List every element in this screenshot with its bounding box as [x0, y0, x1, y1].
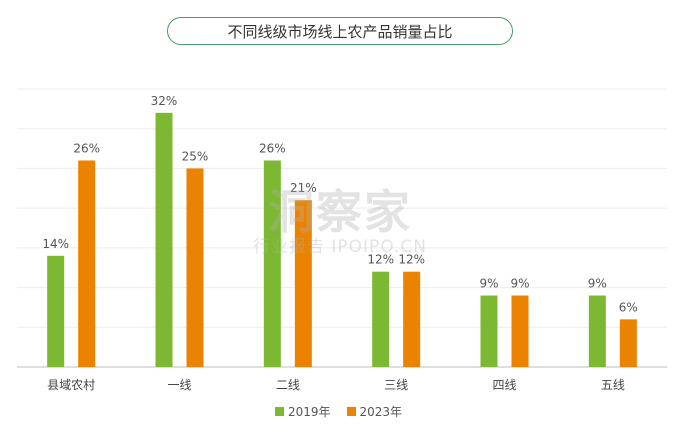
bar-2019 — [372, 271, 390, 367]
data-label: 12% — [367, 253, 394, 267]
data-label: 6% — [619, 300, 638, 314]
x-tick-label: 四线 — [492, 378, 516, 392]
data-label: 9% — [479, 277, 498, 291]
legend-label-2023: 2023年 — [359, 405, 403, 419]
legend-item-2023: 2023年 — [346, 403, 403, 420]
legend-label-2019: 2019年 — [287, 405, 331, 419]
bar-2023 — [403, 271, 421, 367]
data-label: 26% — [73, 141, 100, 155]
bar-2023 — [511, 295, 529, 367]
data-label: 12% — [398, 253, 425, 267]
data-label: 9% — [588, 277, 607, 291]
chart-title-text: 不同线级市场线上农产品销量占比 — [227, 22, 453, 41]
legend: 2019年 2023年 — [0, 403, 677, 420]
bar-2023 — [294, 200, 312, 367]
bar-2023 — [78, 160, 96, 367]
legend-swatch-2019 — [274, 407, 284, 416]
bar-2019 — [155, 112, 173, 367]
x-tick-label: 三线 — [384, 378, 408, 392]
chart-title: 不同线级市场线上农产品销量占比 — [167, 17, 513, 45]
data-label: 32% — [151, 94, 178, 108]
bar-2023 — [186, 168, 204, 367]
bar-2019 — [263, 160, 281, 367]
x-tick-label: 一线 — [167, 378, 191, 392]
x-tick-label: 县域农村 — [47, 378, 95, 392]
bar-2019 — [47, 255, 65, 367]
data-label: 25% — [182, 149, 209, 163]
bar-2023 — [619, 319, 637, 367]
bar-2019 — [588, 295, 606, 367]
bar-2019 — [480, 295, 498, 367]
legend-swatch-2023 — [346, 407, 356, 416]
x-tick-label: 二线 — [276, 378, 300, 392]
legend-item-2019: 2019年 — [274, 403, 331, 420]
data-label: 9% — [510, 277, 529, 291]
data-label: 14% — [42, 237, 69, 251]
x-tick-label: 五线 — [601, 378, 625, 392]
data-label: 21% — [290, 181, 317, 195]
data-label: 26% — [259, 141, 286, 155]
